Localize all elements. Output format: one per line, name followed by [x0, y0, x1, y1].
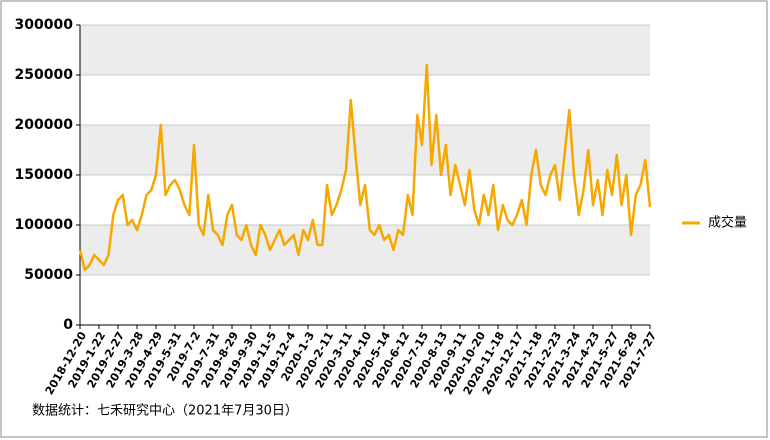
y-tick-label: 300000	[15, 17, 74, 33]
grid-band	[80, 225, 650, 275]
legend-label: 成交量	[708, 215, 747, 231]
y-tick-label: 200000	[15, 117, 74, 133]
line-series	[78, 63, 652, 272]
y-tick-label: 0	[63, 317, 73, 333]
y-tick-label: 150000	[15, 167, 74, 183]
source-note: 数据统计：七禾研究中心（2021年7月30日）	[32, 404, 298, 419]
grid-band	[80, 25, 650, 75]
y-tick-label: 50000	[24, 267, 73, 283]
y-tick-label: 100000	[15, 217, 74, 233]
y-tick-label: 250000	[15, 67, 74, 83]
